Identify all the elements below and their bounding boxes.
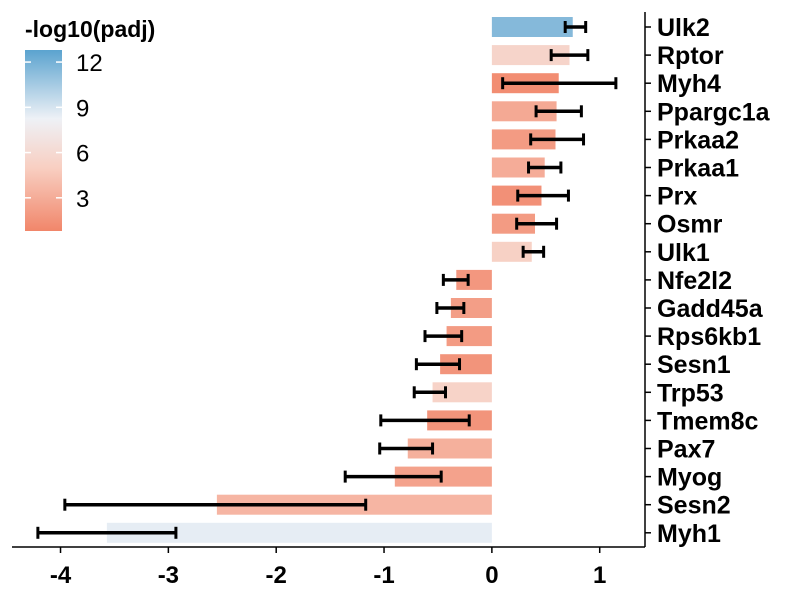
bar-prkaa2 [491,129,556,150]
x-tick-label: 1 [593,562,606,589]
y-tick-label-myog: Myog [657,464,722,492]
x-tick-label: -2 [266,562,287,589]
y-tick-label-osmr: Osmr [657,211,723,239]
x-tick-label: -1 [373,562,394,589]
error-bar-tmem8c [379,414,471,427]
error-bar-trp53 [412,386,448,399]
bar-rps6kb1 [446,326,492,347]
error-bar-prkaa2 [529,133,586,146]
axes-layer: Ulk2RptorMyh4Ppargc1aPrkaa2Prkaa1PrxOsmr… [12,12,771,589]
bars-layer [106,17,573,543]
bar-ppargc1a [491,101,557,122]
bar-gadd45a [450,298,492,318]
bar-trp53 [432,382,492,403]
colorbar-tick-label: 3 [76,186,89,213]
colorbar-gradient [25,50,62,231]
error-bar-pax7 [378,442,435,455]
error-bar-prx [516,189,570,202]
y-tick-label-ulk1: Ulk1 [657,239,710,267]
error-bar-myog [343,470,443,483]
y-tick-label-nfe2l2: Nfe2l2 [657,267,732,295]
bar-prkaa1 [491,157,545,178]
y-tick-label-ulk2: Ulk2 [657,14,710,42]
y-tick-label-pax7: Pax7 [657,436,715,464]
error-bar-rptor [549,49,590,62]
y-tick-label-prkaa1: Prkaa1 [657,155,739,183]
bar-myog [394,466,492,487]
x-tick-label: -4 [50,562,72,589]
error-bars-layer [36,21,618,539]
y-tick-label-sesn2: Sesn2 [657,492,731,520]
bar-nfe2l2 [456,269,492,290]
bar-ulk2 [491,17,573,37]
y-tick-label-rps6kb1: Rps6kb1 [657,323,761,351]
error-bar-ppargc1a [534,105,583,118]
y-tick-label-sesn1: Sesn1 [657,351,731,379]
bar-pax7 [407,438,492,459]
error-bar-rps6kb1 [423,330,464,343]
error-bar-gadd45a [435,302,466,314]
colorbar-title: -log10(padj) [25,16,155,42]
bar-sesn1 [440,354,492,375]
colorbar-tick-label: 9 [76,95,89,122]
colorbar-tick-label: 6 [76,141,89,168]
colorbar-legend: -log10(padj) 3 6 9 12 [25,16,155,231]
y-tick-label-myh1: Myh1 [657,520,721,548]
x-tick-label: 0 [485,562,498,589]
bar-osmr [491,213,536,234]
y-tick-label-rptor: Rptor [657,42,724,70]
y-tick-label-prx: Prx [657,183,697,211]
error-bar-osmr [515,217,559,230]
error-bar-sesn1 [414,358,462,371]
error-bar-myh4 [501,77,618,90]
y-tick-label-gadd45a: Gadd45a [657,295,764,323]
bar-myh1 [106,522,492,543]
y-tick-label-myh4: Myh4 [657,70,721,98]
y-tick-label-ppargc1a: Ppargc1a [657,98,771,126]
error-bar-nfe2l2 [441,273,470,286]
y-tick-label-tmem8c: Tmem8c [657,407,759,435]
error-bar-prkaa1 [527,161,563,174]
x-tick-label: -3 [158,562,179,589]
error-bar-sesn2 [63,498,368,511]
error-bar-ulk1 [521,245,546,258]
y-tick-label-prkaa2: Prkaa2 [657,126,739,154]
error-bar-ulk2 [563,21,588,33]
y-tick-label-trp53: Trp53 [657,379,724,407]
error-bar-myh1 [36,526,178,539]
colorbar-tick-label: 12 [76,50,103,77]
